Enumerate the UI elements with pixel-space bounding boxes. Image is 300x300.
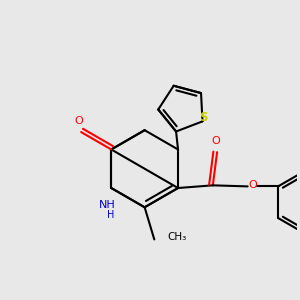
Text: CH₃: CH₃ (168, 232, 187, 242)
Text: O: O (248, 180, 257, 190)
Text: H: H (107, 210, 114, 220)
Text: S: S (199, 111, 208, 124)
Text: O: O (74, 116, 83, 126)
Text: O: O (212, 136, 220, 146)
Text: NH: NH (99, 200, 116, 210)
